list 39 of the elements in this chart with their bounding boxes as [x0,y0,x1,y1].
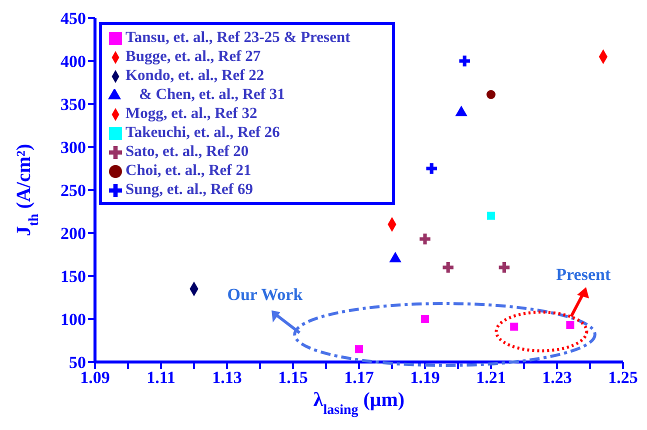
y-tick-label: 400 [60,52,86,72]
legend-label: Mogg, et. al., Ref 32 [126,104,258,123]
legend-label: Choi, et. al., Ref 21 [126,161,252,180]
x-tick-label: 1.15 [278,368,308,388]
legend-label: Kondo, et. al., Ref 22 [126,66,266,85]
point [442,262,454,273]
legend-label: Takeuchi, et. al., Ref 26 [126,123,281,142]
y-tick-label: 450 [60,9,86,28]
point [420,234,430,244]
legend-label: Bugge, et. al., Ref 27 [126,47,262,66]
point [426,163,437,174]
x-tick-label: 1.17 [344,368,374,388]
point [510,322,518,331]
x-tick-label: 1.19 [410,368,440,388]
legend-label: & Chen, et. al., Ref 31 [138,85,286,104]
y-tick-label: 350 [60,95,86,114]
point [459,56,470,66]
x-tick-label: 1.21 [476,368,506,388]
legend-label: Tansu, et. al., Ref 23-25 & Present [126,28,352,47]
y-tick-label: 250 [60,181,86,200]
legend-label: Sung, et. al., Ref 69 [126,180,254,199]
legend-label: Sato, et. al., Ref 20 [126,142,250,161]
point [566,321,574,330]
y-tick-label: 300 [60,138,86,158]
annotation: Our Work [227,284,304,304]
x-tick-label: 1.13 [212,368,242,388]
point [355,345,363,354]
y-tick-label: 200 [60,224,86,244]
y-tick-label: 100 [60,310,86,330]
point [498,262,510,273]
y-tick-label: 150 [60,267,86,286]
x-axis-title: λ$_{lasing}$ (μm) [313,389,405,418]
annotation: Present [556,264,611,284]
point [487,212,495,220]
point [421,315,429,323]
x-tick-label: 1.25 [608,368,638,388]
x-tick-label: 1.11 [146,368,176,388]
x-tick-label: 1.23 [542,368,572,388]
point [486,90,496,100]
